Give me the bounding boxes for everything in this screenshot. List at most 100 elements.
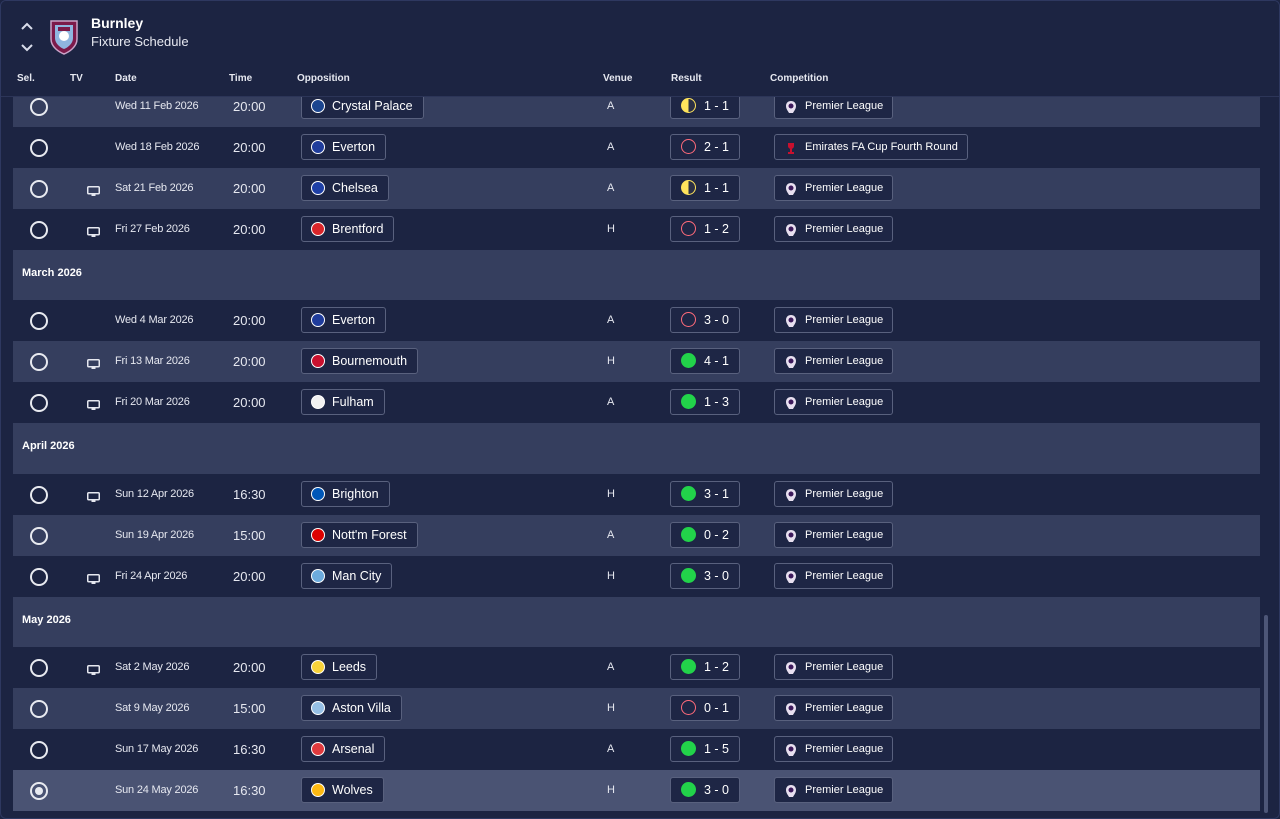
- scrollbar-thumb[interactable]: [1264, 615, 1268, 813]
- fixture-row[interactable]: Wed 18 Feb 2026 20:00 Everton A 2 - 1 Emirate…: [13, 127, 1260, 168]
- result-indicator-icon: [681, 527, 696, 542]
- fixture-row[interactable]: Sun 12 Apr 2026 16:30 Brighton H 3 - 1 Premie…: [13, 474, 1260, 515]
- premier-league-icon: [784, 395, 798, 409]
- fixture-row[interactable]: Sun 17 May 2026 16:30 Arsenal A 1 - 5 Premier…: [13, 729, 1260, 770]
- chevron-down-icon[interactable]: [19, 41, 35, 55]
- fixture-time: 20:00: [233, 99, 266, 114]
- result-button[interactable]: 1 - 1: [670, 175, 741, 201]
- competition-button[interactable]: Premier League: [774, 389, 894, 415]
- select-radio[interactable]: [30, 700, 48, 718]
- team-badge-icon: [311, 783, 325, 797]
- premier-league-icon: [784, 354, 798, 368]
- result-button[interactable]: 2 - 1: [670, 134, 741, 160]
- opponent-button[interactable]: Fulham: [301, 389, 385, 415]
- opponent-button[interactable]: Everton: [301, 307, 387, 333]
- column-header-opposition[interactable]: Opposition: [297, 73, 350, 84]
- column-header-venue[interactable]: Venue: [603, 73, 633, 84]
- club-name[interactable]: Burnley: [91, 15, 144, 31]
- competition-button[interactable]: Premier League: [774, 777, 894, 803]
- column-header-competition[interactable]: Competition: [770, 73, 829, 84]
- select-radio[interactable]: [30, 139, 48, 157]
- select-radio[interactable]: [30, 527, 48, 545]
- competition-button[interactable]: Premier League: [774, 736, 894, 762]
- chevron-up-icon[interactable]: [19, 19, 35, 33]
- competition-button[interactable]: Emirates FA Cup Fourth Round: [774, 134, 968, 160]
- opponent-button[interactable]: Nott'm Forest: [301, 522, 418, 548]
- result-button[interactable]: 1 - 5: [670, 736, 741, 762]
- column-header-tv[interactable]: TV: [70, 73, 83, 84]
- select-radio[interactable]: [30, 98, 48, 116]
- competition-button[interactable]: Premier League: [774, 695, 894, 721]
- result-button[interactable]: 3 - 1: [670, 481, 741, 507]
- opponent-button[interactable]: Brighton: [301, 481, 390, 507]
- column-header-date[interactable]: Date: [115, 73, 137, 84]
- select-radio[interactable]: [30, 782, 48, 800]
- venue: A: [607, 743, 615, 755]
- select-radio[interactable]: [30, 221, 48, 239]
- team-badge-icon: [311, 660, 325, 674]
- column-header-result[interactable]: Result: [671, 73, 702, 84]
- result-button[interactable]: 1 - 3: [670, 389, 741, 415]
- select-radio[interactable]: [30, 741, 48, 759]
- fixture-row[interactable]: Sun 24 May 2026 16:30 Wolves H 3 - 0 Premier …: [13, 770, 1260, 811]
- venue: H: [607, 488, 615, 500]
- competition-button[interactable]: Premier League: [774, 522, 894, 548]
- month-label: March 2026: [22, 267, 82, 279]
- opponent-button[interactable]: Man City: [301, 563, 393, 589]
- opponent-button[interactable]: Chelsea: [301, 175, 389, 201]
- fixture-row[interactable]: Fri 24 Apr 2026 20:00 Man City H 3 - 0 Premie…: [13, 556, 1260, 597]
- competition-button[interactable]: Premier League: [774, 93, 894, 119]
- result-button[interactable]: 3 - 0: [670, 563, 741, 589]
- premier-league-icon: [784, 181, 798, 195]
- column-header-sel[interactable]: Sel.: [17, 73, 35, 84]
- fixture-row[interactable]: Sat 9 May 2026 15:00 Aston Villa H 0 - 1 Prem…: [13, 688, 1260, 729]
- team-badge-icon: [311, 354, 325, 368]
- competition-name: Premier League: [805, 314, 884, 326]
- fixture-row[interactable]: Fri 20 Mar 2026 20:00 Fulham A 1 - 3 Premier …: [13, 382, 1260, 423]
- team-badge-icon: [311, 569, 325, 583]
- result-button[interactable]: 0 - 1: [670, 695, 741, 721]
- opponent-button[interactable]: Brentford: [301, 216, 395, 242]
- team-badge-icon: [311, 222, 325, 236]
- fixture-row[interactable]: Sat 21 Feb 2026 20:00 Chelsea A 1 - 1 Premier…: [13, 168, 1260, 209]
- club-crest-icon: [49, 19, 79, 55]
- opponent-button[interactable]: Leeds: [301, 654, 378, 680]
- select-radio[interactable]: [30, 659, 48, 677]
- opponent-button[interactable]: Bournemouth: [301, 348, 419, 374]
- competition-button[interactable]: Premier League: [774, 175, 894, 201]
- competition-button[interactable]: Premier League: [774, 654, 894, 680]
- fixture-row[interactable]: Fri 27 Feb 2026 20:00 Brentford H 1 - 2 Premi…: [13, 209, 1260, 250]
- fixture-date: Wed 18 Feb 2026: [115, 141, 200, 153]
- select-radio[interactable]: [30, 568, 48, 586]
- result-score: 1 - 3: [704, 395, 730, 409]
- opponent-button[interactable]: Wolves: [301, 777, 384, 803]
- result-button[interactable]: 3 - 0: [670, 307, 741, 333]
- fixture-row[interactable]: Wed 4 Mar 2026 20:00 Everton A 3 - 0 Premier …: [13, 300, 1260, 341]
- result-button[interactable]: 1 - 2: [670, 216, 741, 242]
- competition-button[interactable]: Premier League: [774, 307, 894, 333]
- competition-button[interactable]: Premier League: [774, 348, 894, 374]
- opponent-button[interactable]: Arsenal: [301, 736, 386, 762]
- fixture-row[interactable]: Sun 19 Apr 2026 15:00 Nott'm Forest A 0 - 2 P…: [13, 515, 1260, 556]
- competition-button[interactable]: Premier League: [774, 216, 894, 242]
- opponent-button[interactable]: Everton: [301, 134, 387, 160]
- result-button[interactable]: 3 - 0: [670, 777, 741, 803]
- select-radio[interactable]: [30, 394, 48, 412]
- competition-button[interactable]: Premier League: [774, 563, 894, 589]
- select-radio[interactable]: [30, 180, 48, 198]
- competition-button[interactable]: Premier League: [774, 481, 894, 507]
- result-button[interactable]: 1 - 2: [670, 654, 741, 680]
- result-button[interactable]: 0 - 2: [670, 522, 741, 548]
- result-button[interactable]: 4 - 1: [670, 348, 741, 374]
- select-radio[interactable]: [30, 353, 48, 371]
- select-radio[interactable]: [30, 486, 48, 504]
- fixture-row[interactable]: Fri 13 Mar 2026 20:00 Bournemouth H 4 - 1 Pre…: [13, 341, 1260, 382]
- column-header-time[interactable]: Time: [229, 73, 253, 84]
- result-score: 4 - 1: [704, 354, 730, 368]
- select-radio[interactable]: [30, 312, 48, 330]
- opponent-button[interactable]: Aston Villa: [301, 695, 402, 721]
- fixture-date: Fri 27 Feb 2026: [115, 223, 190, 235]
- tv-icon: [87, 662, 100, 675]
- opponent-button[interactable]: Crystal Palace: [301, 93, 424, 119]
- fixture-row[interactable]: Sat 2 May 2026 20:00 Leeds A 1 - 2 Premier Le…: [13, 647, 1260, 688]
